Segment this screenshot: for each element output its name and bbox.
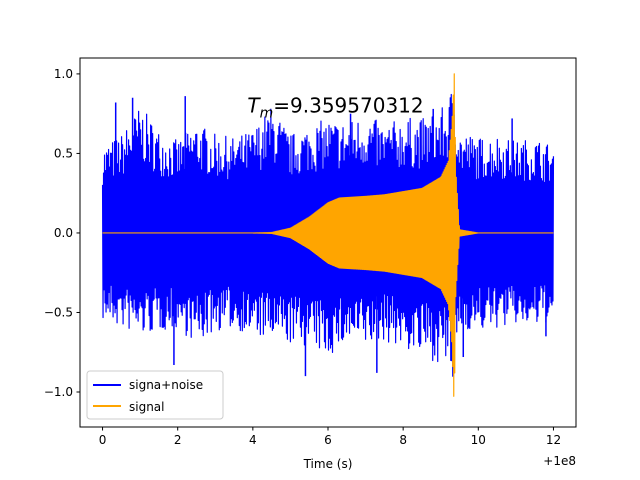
axes-layer: 0 2 4 6 8 10 12 −1.0 −0.5 0.0 0.5 1.0 bbox=[44, 67, 561, 447]
legend: signa+noise signal bbox=[86, 370, 224, 420]
x-tick-label: 0 bbox=[99, 433, 107, 447]
series-layer bbox=[101, 73, 555, 397]
x-tick-label: 12 bbox=[546, 433, 561, 447]
tm-annotation-subscript: m bbox=[260, 106, 274, 122]
x-tick-label: 6 bbox=[324, 433, 332, 447]
tm-annotation: Tm=9.359570312 bbox=[247, 94, 423, 122]
series-line-0 bbox=[101, 93, 555, 377]
y-tick-label: 0.0 bbox=[54, 226, 73, 240]
y-tick-label: 1.0 bbox=[54, 67, 73, 81]
x-tick-label: 4 bbox=[249, 433, 257, 447]
x-tick-label: 2 bbox=[174, 433, 182, 447]
x-axis-label: Time (s) bbox=[303, 457, 353, 471]
x-tick-label: 8 bbox=[399, 433, 407, 447]
y-tick-label: 0.5 bbox=[54, 146, 73, 160]
tm-annotation-value: =9.359570312 bbox=[273, 94, 423, 118]
y-tick-label: −0.5 bbox=[44, 305, 73, 319]
x-tick-label: 10 bbox=[471, 433, 486, 447]
legend-label-signal-noise: signa+noise bbox=[129, 378, 203, 392]
y-tick-label: −1.0 bbox=[44, 385, 73, 399]
x-axis-offset-label: +1e8 bbox=[543, 454, 576, 468]
legend-label-signal: signal bbox=[129, 400, 165, 414]
tm-annotation-symbol: T bbox=[247, 94, 261, 118]
series-line-1 bbox=[102, 73, 554, 397]
